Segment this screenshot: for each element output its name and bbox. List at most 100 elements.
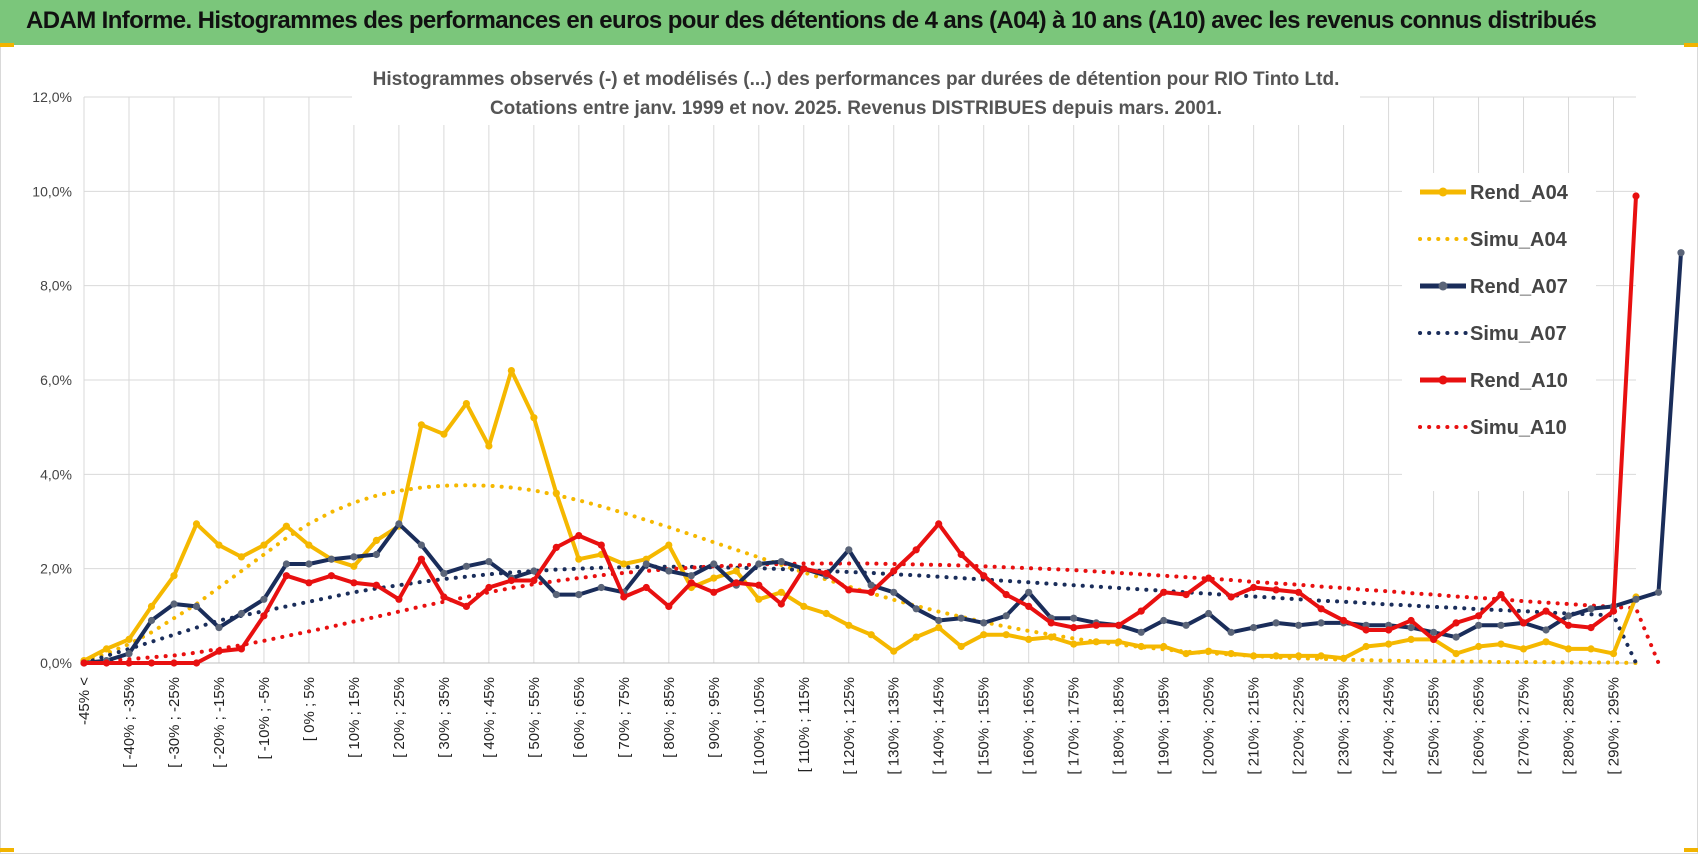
y-tick-label: 6,0% xyxy=(40,372,72,388)
line-Simu_A04 xyxy=(82,483,1638,665)
marker-Rend_A07 xyxy=(237,609,245,618)
marker-Rend_A10 xyxy=(980,572,988,580)
marker-Rend_A07 xyxy=(890,588,898,596)
x-tick-label: [ -30% ; -25% xyxy=(166,677,183,768)
marker-Rend_A10 xyxy=(1340,616,1348,625)
report-banner: ADAM Informe. Histogrammes des performan… xyxy=(0,0,1698,45)
marker-Rend_A07 xyxy=(642,560,650,568)
marker-Rend_A04 xyxy=(1497,640,1505,648)
marker-Rend_A07 xyxy=(1182,621,1190,629)
x-tick-label: [ 230% ; 235% xyxy=(1336,677,1353,775)
marker-Rend_A04 xyxy=(1564,645,1573,653)
marker-Rend_A04 xyxy=(1205,647,1213,655)
marker-Rend_A04 xyxy=(575,555,583,563)
marker-Rend_A07 xyxy=(327,555,335,563)
x-tick-label: [ 200% ; 205% xyxy=(1201,677,1218,775)
marker-Rend_A07 xyxy=(1025,588,1033,596)
x-tick-label: [ 160% ; 165% xyxy=(1021,677,1038,775)
marker-Rend_A07 xyxy=(1497,621,1505,629)
marker-Rend_A04 xyxy=(417,421,425,429)
marker-Rend_A10 xyxy=(620,593,628,601)
marker-Rend_A10 xyxy=(305,579,313,587)
marker-Rend_A10 xyxy=(1250,583,1258,592)
marker-Rend_A10 xyxy=(642,583,650,592)
x-tick-label: [ 120% ; 125% xyxy=(841,677,858,775)
title-background xyxy=(352,61,1360,125)
marker-Rend_A04 xyxy=(170,572,178,580)
marker-Rend_A04 xyxy=(1182,650,1190,658)
marker-Rend_A07 xyxy=(710,560,718,568)
marker-Rend_A04 xyxy=(1542,638,1550,646)
marker-Rend_A07 xyxy=(485,558,493,566)
marker-Rend_A04 xyxy=(1115,638,1123,646)
grid-lines xyxy=(83,96,1636,664)
marker-Rend_A10 xyxy=(845,586,853,594)
x-tick-label: -45% < xyxy=(76,677,93,725)
marker-Rend_A07 xyxy=(462,562,470,570)
marker-Rend_A10 xyxy=(1385,626,1393,634)
y-axis-ticks: 0,0% 2,0% 4,0% 6,0% 8,0% 10,0% 12,0% xyxy=(32,89,72,671)
marker-Rend_A10 xyxy=(867,588,875,596)
marker-Rend_A10 xyxy=(80,659,88,667)
series-Rend_A10 xyxy=(80,192,1640,667)
corner-mark xyxy=(0,43,14,47)
marker-Rend_A07 xyxy=(530,567,538,575)
marker-Rend_A07 xyxy=(1137,628,1145,636)
legend-marker-Rend_A04 xyxy=(1438,187,1448,197)
legend-marker-Rend_A07 xyxy=(1438,281,1448,291)
marker-Rend_A10 xyxy=(372,581,380,589)
histogram-chart: 0,0% 2,0% 4,0% 6,0% 8,0% 10,0% 12,0% -45% < [ -… xyxy=(32,61,1685,775)
marker-Rend_A07 xyxy=(1272,619,1280,627)
marker-Rend_A07 xyxy=(935,616,943,625)
marker-Rend_A04 xyxy=(890,647,898,655)
marker-Rend_A10 xyxy=(1025,602,1033,611)
marker-Rend_A07 xyxy=(417,541,425,549)
marker-Rend_A07 xyxy=(350,553,358,561)
marker-Rend_A04 xyxy=(1070,640,1078,648)
marker-Rend_A07 xyxy=(282,560,290,568)
legend-label-Rend_A10: Rend_A10 xyxy=(1470,370,1568,392)
marker-Rend_A10 xyxy=(1632,192,1640,200)
marker-Rend_A10 xyxy=(1002,591,1010,599)
marker-Rend_A04 xyxy=(1002,631,1010,639)
marker-Rend_A04 xyxy=(1452,650,1460,658)
marker-Rend_A07 xyxy=(1227,628,1235,636)
x-tick-label: [ 220% ; 225% xyxy=(1291,677,1308,775)
marker-Rend_A04 xyxy=(822,609,830,618)
y-tick-label: 0,0% xyxy=(40,655,72,671)
chart-title-block: Histogrammes observés (-) et modélisés (… xyxy=(352,61,1360,125)
legend-label-Simu_A04: Simu_A04 xyxy=(1470,229,1568,251)
marker-Rend_A10 xyxy=(192,659,201,667)
marker-Rend_A10 xyxy=(327,572,335,580)
marker-Rend_A04 xyxy=(1475,642,1483,651)
x-tick-label: [ 50% ; 55% xyxy=(526,677,543,758)
marker-Rend_A10 xyxy=(260,612,268,620)
x-tick-label: [ 60% ; 65% xyxy=(571,677,588,758)
marker-Rend_A10 xyxy=(755,581,763,589)
corner-mark xyxy=(0,848,14,852)
marker-Rend_A10 xyxy=(1317,605,1325,613)
x-tick-label: [ -20% ; -15% xyxy=(211,677,228,768)
series-Rend_A07 xyxy=(80,249,1685,667)
marker-Rend_A04 xyxy=(845,621,853,629)
marker-Rend_A04 xyxy=(462,400,470,408)
y-tick-label: 8,0% xyxy=(40,278,72,294)
marker-Rend_A10 xyxy=(1272,586,1280,594)
marker-Rend_A04 xyxy=(530,414,538,422)
marker-Rend_A07 xyxy=(192,602,201,611)
marker-Rend_A10 xyxy=(710,588,718,596)
marker-Rend_A10 xyxy=(1362,626,1370,634)
marker-Rend_A07 xyxy=(1070,614,1078,622)
marker-Rend_A07 xyxy=(305,560,313,568)
series-Simu_A04 xyxy=(82,483,1638,665)
x-tick-label: [ 170% ; 175% xyxy=(1066,677,1083,775)
y-tick-label: 4,0% xyxy=(40,466,72,482)
marker-Rend_A07 xyxy=(687,572,695,580)
marker-Rend_A07 xyxy=(1407,624,1415,632)
marker-Rend_A04 xyxy=(507,367,515,375)
y-tick-label: 10,0% xyxy=(32,183,72,199)
marker-Rend_A04 xyxy=(777,588,785,596)
marker-Rend_A10 xyxy=(777,600,785,608)
y-tick-label: 2,0% xyxy=(40,561,72,577)
marker-Rend_A04 xyxy=(485,442,493,450)
